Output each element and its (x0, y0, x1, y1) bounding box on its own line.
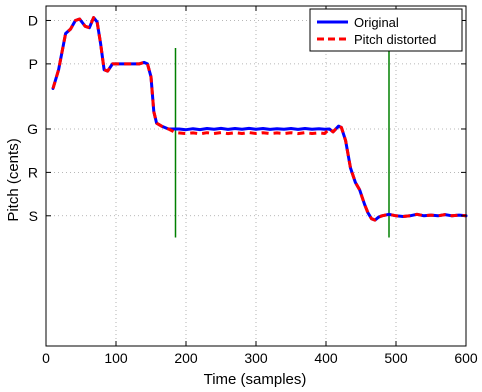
series-line-pitch-distorted (51, 16, 467, 222)
x-tick-label: 100 (104, 350, 128, 366)
axis-ticks: 0 100 200 300 400 500 600 S R G P D (27, 6, 478, 366)
y-tick-label: P (29, 56, 38, 72)
y-tick-label: R (28, 164, 38, 180)
x-tick-label: 0 (42, 350, 50, 366)
marker-lines (174, 47, 390, 238)
y-tick-label: G (27, 121, 38, 137)
legend-label-pitch-distorted: Pitch distorted (354, 32, 436, 47)
x-tick-label: 300 (244, 350, 268, 366)
y-axis-label: Pitch (cents) (5, 138, 22, 221)
y-tick-label: S (29, 208, 38, 224)
x-tick-label: 400 (314, 350, 338, 366)
legend-box (309, 8, 463, 52)
y-tick-label: D (28, 12, 38, 28)
x-tick-label: 500 (384, 350, 408, 366)
x-axis-label: Time (samples) (204, 371, 307, 388)
x-tick-label: 200 (174, 350, 198, 366)
series-lines (51, 16, 468, 222)
legend-label-original: Original (354, 15, 399, 30)
legend: Original Pitch distorted (309, 8, 463, 52)
x-tick-label: 600 (454, 350, 478, 366)
